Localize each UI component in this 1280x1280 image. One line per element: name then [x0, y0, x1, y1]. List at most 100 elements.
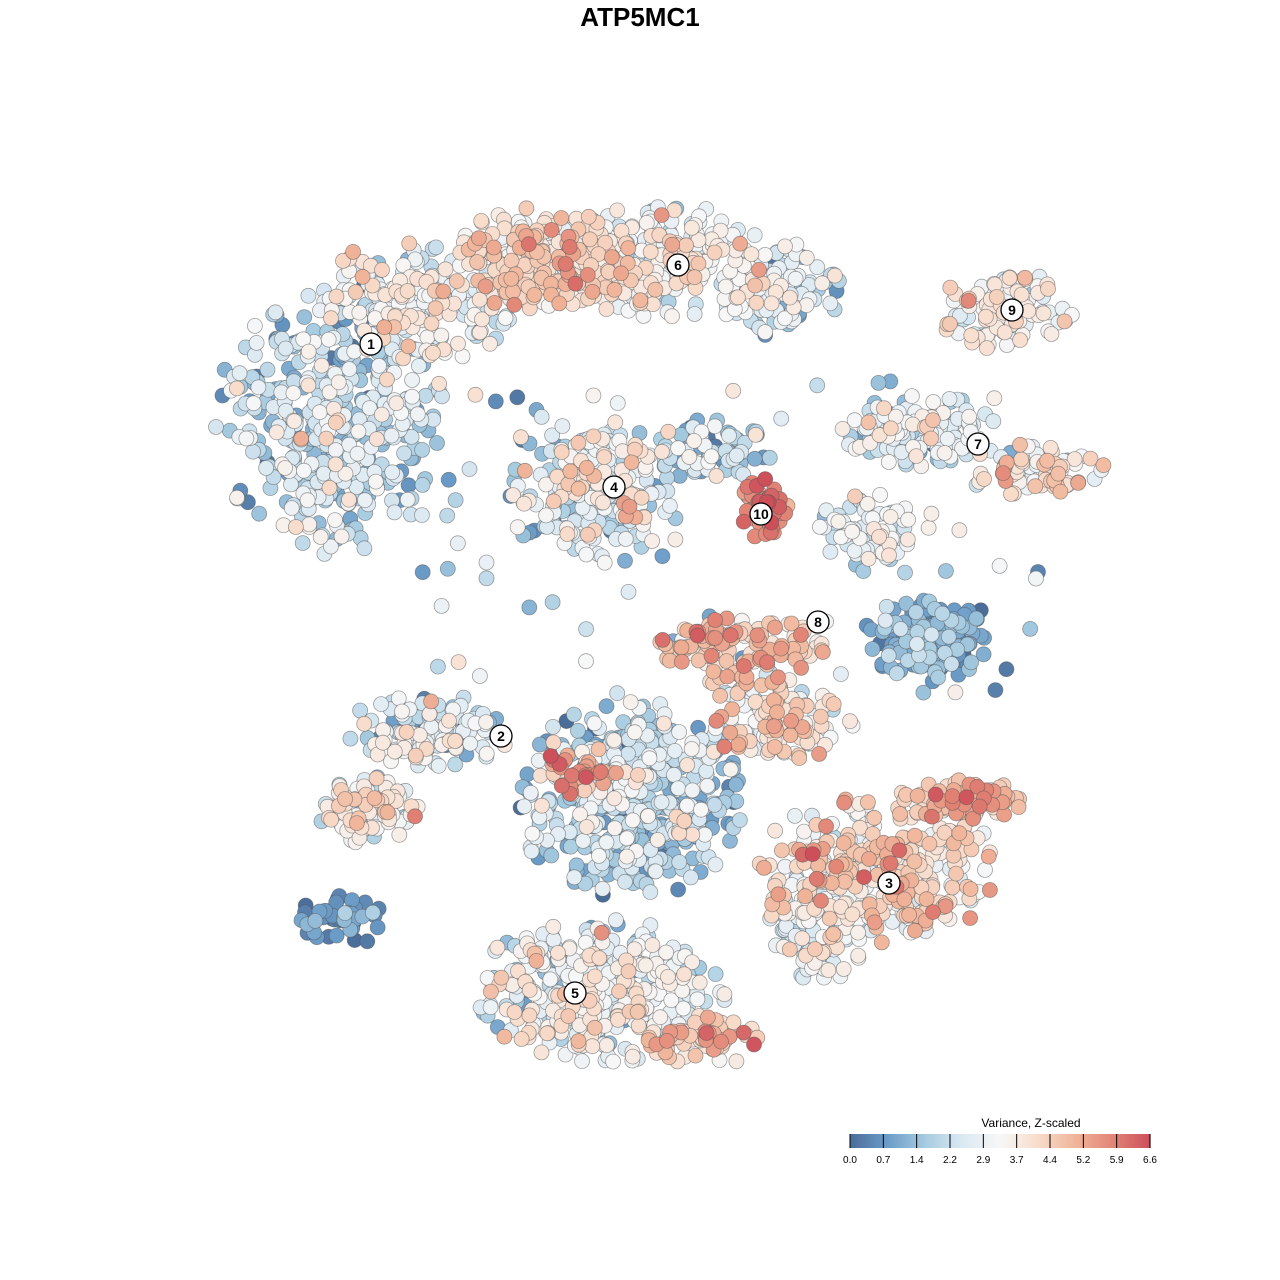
data-point: [619, 830, 635, 847]
colorbar-tick-label: 5.9: [1110, 1155, 1124, 1166]
data-point: [598, 698, 615, 715]
data-point: [676, 813, 693, 829]
data-point: [259, 361, 276, 378]
data-point: [478, 570, 495, 587]
data-point: [637, 957, 654, 974]
data-point: [664, 236, 681, 253]
data-point: [980, 848, 997, 865]
data-point: [489, 939, 506, 956]
data-point: [520, 236, 537, 253]
data-point: [722, 761, 739, 778]
cluster-label-text: 7: [974, 436, 982, 452]
data-point: [258, 460, 275, 476]
data-point: [654, 548, 671, 565]
data-point: [652, 1009, 669, 1026]
data-point: [942, 279, 959, 296]
data-point: [860, 794, 876, 811]
data-point: [300, 377, 317, 394]
data-point: [717, 278, 734, 295]
data-point: [706, 244, 723, 261]
data-point: [622, 694, 639, 710]
data-point: [503, 270, 520, 287]
colorbar-tick-label: 1.4: [910, 1155, 924, 1166]
data-point: [613, 265, 629, 282]
data-point: [439, 560, 456, 577]
data-point: [844, 523, 861, 540]
data-point: [908, 448, 925, 465]
data-point: [1040, 280, 1056, 297]
data-point: [407, 747, 424, 764]
data-point: [1050, 465, 1067, 482]
data-point: [394, 703, 410, 720]
data-point: [670, 780, 687, 797]
data-point: [782, 289, 798, 306]
data-point: [909, 636, 925, 652]
data-point: [834, 420, 851, 437]
data-point: [825, 926, 842, 942]
data-point: [544, 594, 561, 611]
data-point: [478, 745, 495, 762]
data-point: [901, 906, 917, 923]
data-point: [1052, 483, 1069, 500]
data-point: [543, 847, 560, 864]
data-point: [944, 788, 961, 804]
data-point: [906, 827, 923, 844]
data-point: [686, 306, 703, 322]
data-point: [861, 851, 877, 867]
data-point: [850, 947, 867, 964]
data-point: [667, 531, 684, 548]
cluster-label-2: 2: [489, 724, 513, 748]
data-point: [1028, 570, 1044, 587]
data-point: [1022, 621, 1039, 637]
data-point: [761, 449, 778, 466]
data-point: [746, 227, 763, 244]
data-point: [684, 782, 701, 799]
data-point: [323, 310, 339, 327]
data-point: [368, 770, 385, 787]
data-point: [830, 513, 847, 530]
data-point: [713, 1033, 729, 1050]
data-point: [373, 696, 390, 712]
data-point: [847, 488, 863, 505]
data-point: [327, 456, 344, 473]
data-point: [521, 1007, 538, 1024]
data-point: [850, 924, 866, 941]
data-point: [773, 640, 789, 657]
data-point: [245, 443, 261, 460]
data-point: [528, 953, 545, 969]
data-point: [804, 846, 821, 862]
data-point: [430, 757, 447, 774]
cluster-label-7: 7: [966, 432, 990, 456]
data-point: [251, 505, 268, 522]
data-point: [539, 1025, 556, 1042]
data-point: [985, 413, 1002, 430]
data-point: [543, 222, 560, 238]
data-point: [948, 865, 964, 882]
data-point: [354, 268, 371, 285]
data-point: [691, 974, 708, 991]
data-point: [995, 465, 1012, 482]
data-point: [509, 519, 526, 536]
data-point: [410, 358, 427, 374]
data-point: [346, 343, 363, 360]
data-point: [647, 863, 664, 880]
data-point: [777, 238, 793, 255]
data-point: [943, 656, 960, 672]
colorbar: [850, 1134, 1151, 1148]
data-point: [574, 1053, 590, 1069]
data-point: [401, 235, 418, 252]
data-point: [844, 906, 861, 923]
data-point: [649, 832, 666, 848]
data-point: [429, 435, 445, 451]
data-point: [559, 526, 576, 542]
data-point: [570, 480, 587, 497]
data-point: [728, 776, 744, 793]
data-point: [683, 219, 700, 236]
data-point: [441, 712, 457, 729]
data-point: [809, 259, 826, 276]
data-point: [923, 430, 939, 447]
data-point: [787, 808, 803, 824]
data-point: [407, 808, 423, 825]
data-point: [348, 815, 365, 831]
data-point: [707, 612, 723, 628]
